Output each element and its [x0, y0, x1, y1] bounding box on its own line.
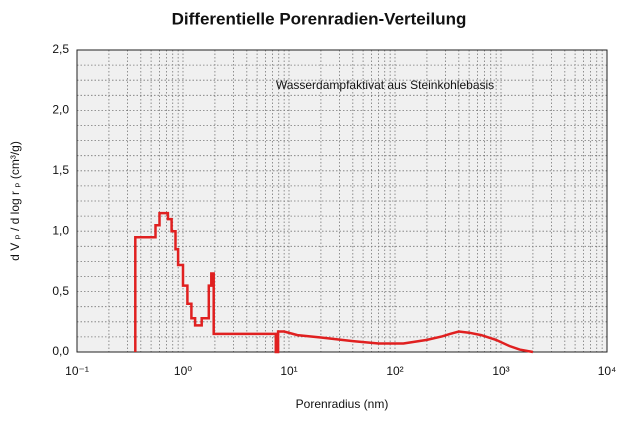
y-tick-label: 0,0	[52, 344, 69, 358]
y-tick-label: 1,5	[52, 163, 69, 177]
y-axis-label: d V ₚ / d log r ₚ (cm³/g)	[8, 141, 22, 261]
data-line	[134, 211, 534, 354]
plot-border	[76, 49, 608, 353]
x-tick-label: 10¹	[280, 364, 297, 378]
x-tick-label: 10²	[386, 364, 403, 378]
x-tick-label: 10⁻¹	[65, 364, 89, 378]
y-tick-label: 2,0	[52, 103, 69, 117]
plot-area	[77, 50, 607, 352]
y-tick-label: 2,5	[52, 42, 69, 56]
y-tick-label: 0,5	[52, 284, 69, 298]
x-tick-label: 10⁰	[174, 364, 192, 378]
x-tick-label: 10⁴	[598, 364, 617, 378]
chart-title: Differentielle Porenradien-Verteilung	[172, 9, 467, 28]
x-axis-label: Porenradius (nm)	[296, 397, 389, 411]
y-tick-label: 1,0	[52, 223, 69, 237]
x-tick-label: 10³	[492, 364, 509, 378]
